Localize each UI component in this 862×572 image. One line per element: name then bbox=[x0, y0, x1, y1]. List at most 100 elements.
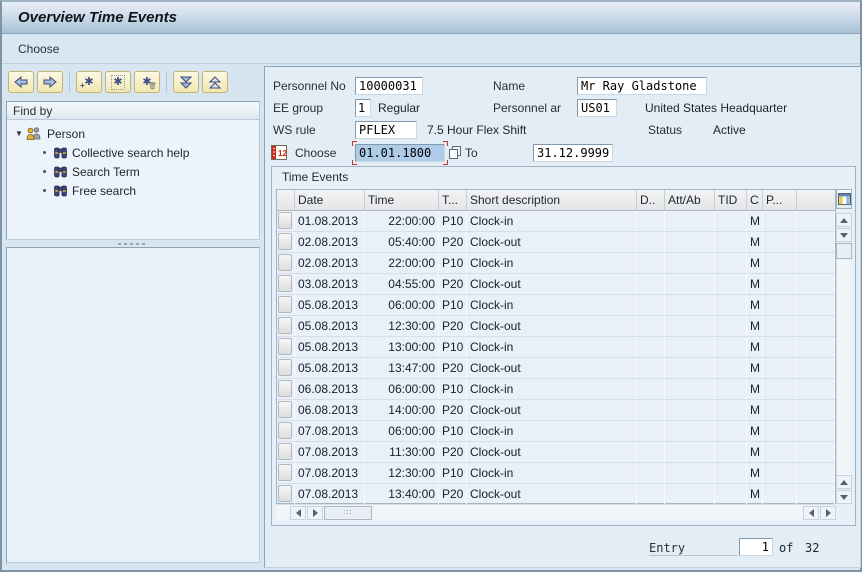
cell-att-ab[interactable] bbox=[665, 232, 715, 252]
cell-date[interactable]: 07.08.2013 bbox=[295, 463, 365, 483]
cell-c[interactable]: M bbox=[747, 232, 763, 252]
cell-date[interactable]: 07.08.2013 bbox=[295, 442, 365, 462]
cell-p[interactable] bbox=[763, 316, 797, 336]
cell-time[interactable]: 13:47:00 bbox=[365, 358, 439, 378]
cell-type[interactable]: P10 bbox=[439, 253, 467, 273]
cell-att-ab[interactable] bbox=[665, 295, 715, 315]
back-button[interactable] bbox=[8, 71, 34, 93]
cell-short-description[interactable]: Clock-out bbox=[467, 232, 637, 252]
scroll-left-button[interactable] bbox=[290, 505, 306, 520]
cell-tid[interactable] bbox=[715, 400, 747, 420]
row-selector[interactable] bbox=[278, 443, 292, 460]
cell-time[interactable]: 12:30:00 bbox=[365, 316, 439, 336]
cell-date[interactable]: 02.08.2013 bbox=[295, 253, 365, 273]
row-selector[interactable] bbox=[278, 338, 292, 355]
column-header[interactable]: Time bbox=[365, 190, 439, 210]
cell-type[interactable]: P10 bbox=[439, 337, 467, 357]
cell-date[interactable]: 06.08.2013 bbox=[295, 400, 365, 420]
date-from-field[interactable] bbox=[355, 144, 445, 162]
cell-type[interactable]: P10 bbox=[439, 295, 467, 315]
cell-d[interactable] bbox=[637, 379, 665, 399]
row-selector[interactable] bbox=[278, 464, 292, 481]
column-header[interactable] bbox=[277, 190, 295, 210]
cell-c[interactable]: M bbox=[747, 379, 763, 399]
delete-search-button[interactable]: ✱ 🗑 bbox=[134, 71, 160, 93]
cell-d[interactable] bbox=[637, 316, 665, 336]
cell-short-description[interactable]: Clock-out bbox=[467, 400, 637, 420]
cell-time[interactable]: 12:30:00 bbox=[365, 463, 439, 483]
cell-short-description[interactable]: Clock-in bbox=[467, 421, 637, 441]
cell-date[interactable]: 05.08.2013 bbox=[295, 337, 365, 357]
cell-tid[interactable] bbox=[715, 211, 747, 231]
cell-p[interactable] bbox=[763, 421, 797, 441]
cell-date[interactable]: 03.08.2013 bbox=[295, 274, 365, 294]
horizontal-scroll-track[interactable] bbox=[372, 506, 803, 520]
cell-c[interactable]: M bbox=[747, 463, 763, 483]
cell-att-ab[interactable] bbox=[665, 442, 715, 462]
name-field[interactable] bbox=[577, 77, 707, 95]
cell-type[interactable]: P20 bbox=[439, 274, 467, 294]
tree-item-collective-search-help[interactable]: Collective search help bbox=[7, 143, 259, 162]
cell-c[interactable]: M bbox=[747, 358, 763, 378]
cell-short-description[interactable]: Clock-out bbox=[467, 358, 637, 378]
cell-short-description[interactable]: Clock-in bbox=[467, 379, 637, 399]
column-header[interactable]: Date bbox=[295, 190, 365, 210]
cell-tid[interactable] bbox=[715, 484, 747, 504]
cell-att-ab[interactable] bbox=[665, 316, 715, 336]
scroll-up-button[interactable] bbox=[202, 71, 228, 93]
cell-p[interactable] bbox=[763, 274, 797, 294]
cell-d[interactable] bbox=[637, 442, 665, 462]
row-selector[interactable] bbox=[278, 233, 292, 250]
cell-type[interactable]: P10 bbox=[439, 211, 467, 231]
scroll-left-end-button[interactable] bbox=[803, 505, 819, 520]
cell-time[interactable]: 06:00:00 bbox=[365, 421, 439, 441]
cell-d[interactable] bbox=[637, 421, 665, 441]
cell-att-ab[interactable] bbox=[665, 337, 715, 357]
horizontal-scroll-thumb[interactable]: ∶∶∶ bbox=[324, 505, 372, 520]
display-search-button[interactable]: ✱ bbox=[105, 71, 131, 93]
date-to-field[interactable] bbox=[533, 144, 613, 162]
ws-rule-field[interactable] bbox=[355, 121, 417, 139]
personnel-no-field[interactable] bbox=[355, 77, 423, 95]
cell-att-ab[interactable] bbox=[665, 463, 715, 483]
scroll-down-button[interactable] bbox=[173, 71, 199, 93]
column-header[interactable] bbox=[797, 190, 835, 210]
cell-att-ab[interactable] bbox=[665, 211, 715, 231]
cell-c[interactable]: M bbox=[747, 253, 763, 273]
cell-type[interactable]: P20 bbox=[439, 400, 467, 420]
column-header[interactable]: Att/Ab bbox=[665, 190, 715, 210]
cell-p[interactable] bbox=[763, 400, 797, 420]
cell-c[interactable]: M bbox=[747, 421, 763, 441]
cell-short-description[interactable]: Clock-out bbox=[467, 484, 637, 504]
cell-p[interactable] bbox=[763, 442, 797, 462]
row-selector[interactable] bbox=[278, 254, 292, 271]
scroll-right-button[interactable] bbox=[307, 505, 323, 520]
cell-short-description[interactable]: Clock-in bbox=[467, 295, 637, 315]
cell-type[interactable]: P10 bbox=[439, 379, 467, 399]
cell-c[interactable]: M bbox=[747, 211, 763, 231]
create-search-button[interactable]: ✱ + bbox=[76, 71, 102, 93]
forward-button[interactable] bbox=[37, 71, 63, 93]
cell-p[interactable] bbox=[763, 295, 797, 315]
multiple-selection-icon[interactable] bbox=[448, 145, 465, 162]
cell-p[interactable] bbox=[763, 211, 797, 231]
page-up-button[interactable] bbox=[836, 475, 852, 489]
column-header[interactable]: D.. bbox=[637, 190, 665, 210]
cell-tid[interactable] bbox=[715, 358, 747, 378]
cell-date[interactable]: 05.08.2013 bbox=[295, 358, 365, 378]
scroll-up-button[interactable] bbox=[836, 213, 852, 227]
cell-c[interactable]: M bbox=[747, 442, 763, 462]
column-header[interactable]: TID bbox=[715, 190, 747, 210]
cell-short-description[interactable]: Clock-out bbox=[467, 316, 637, 336]
cell-tid[interactable] bbox=[715, 253, 747, 273]
cell-time[interactable]: 06:00:00 bbox=[365, 379, 439, 399]
column-header[interactable]: T... bbox=[439, 190, 467, 210]
cell-date[interactable]: 01.08.2013 bbox=[295, 211, 365, 231]
vertical-scroll-thumb[interactable] bbox=[836, 243, 852, 259]
cell-d[interactable] bbox=[637, 253, 665, 273]
cell-type[interactable]: P20 bbox=[439, 358, 467, 378]
cell-short-description[interactable]: Clock-out bbox=[467, 274, 637, 294]
cell-short-description[interactable]: Clock-in bbox=[467, 337, 637, 357]
cell-att-ab[interactable] bbox=[665, 274, 715, 294]
expander-icon[interactable]: ▼ bbox=[15, 129, 23, 138]
